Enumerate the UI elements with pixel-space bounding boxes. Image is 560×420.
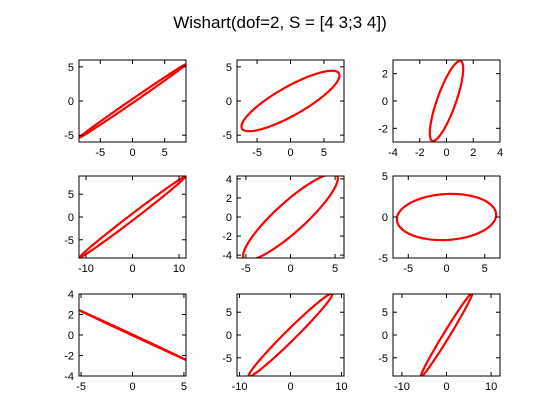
subplot-row-1-col-2: -5 0 5 -5 0 5 <box>222 59 345 159</box>
x-tick-label: -5 <box>95 147 105 159</box>
y-tick-label: 5 <box>68 62 74 74</box>
x-tick-label: 0 <box>129 263 135 275</box>
subplot-grid: -5 0 5-505-5 0 5-505-4 -2 0 2 4-202-10 0 10-505-5 0… <box>64 59 503 393</box>
ellipse-series-line <box>247 294 334 376</box>
y-tick-label: 5 <box>68 189 74 201</box>
x-tick-label: 0 <box>287 381 293 393</box>
x-tick-label: 0 <box>287 147 293 159</box>
ellipse-series-line <box>428 60 465 142</box>
ellipse-series-line <box>79 176 186 258</box>
y-tick-label: 2 <box>226 193 232 205</box>
x-tick-label: -5 <box>252 147 262 159</box>
x-tick-label: 10 <box>335 381 347 393</box>
x-tick-label: -4 <box>388 147 398 159</box>
x-tick-label: 5 <box>181 381 187 393</box>
x-tick-label: -2 <box>415 147 425 159</box>
x-tick-label: 5 <box>482 263 488 275</box>
subplot-row-1-col-3: -4 -2 0 2 4-202 <box>378 59 503 159</box>
y-tick-label: 5 <box>226 62 232 74</box>
x-tick-label: -5 <box>241 263 251 275</box>
y-tick-label: -5 <box>378 253 388 265</box>
subplot-row-2-col-1: -10 0 10 -5 0 5 <box>64 175 187 275</box>
ellipse-series-line <box>240 69 341 133</box>
y-tick-label: -5 <box>222 130 232 142</box>
subplot-row-3-col-3: -10 0 10 -5 0 5 <box>378 293 501 393</box>
x-tick-label: 0 <box>287 263 293 275</box>
y-tick-label: 5 <box>382 307 388 319</box>
subplot-row-1-col-1: -5 0 5 -5 0 5 <box>64 59 187 159</box>
y-tick-label: -4 <box>222 250 232 262</box>
y-tick-label: -5 <box>64 235 74 247</box>
y-tick-label: 0 <box>382 330 388 342</box>
x-tick-label: 5 <box>162 147 168 159</box>
y-tick-label: 0 <box>382 212 388 224</box>
x-tick-label: 0 <box>129 147 135 159</box>
y-tick-label: -5 <box>222 353 232 365</box>
x-tick-label: -10 <box>232 381 248 393</box>
x-tick-label: 0 <box>129 381 135 393</box>
y-tick-label: -2 <box>378 123 388 135</box>
ellipse-series-line <box>395 192 498 242</box>
ellipse-series-line <box>242 176 339 258</box>
x-tick-label: 0 <box>443 381 449 393</box>
y-tick-label: 5 <box>382 171 388 183</box>
y-tick-label: -4 <box>64 371 74 383</box>
x-tick-label: 10 <box>173 263 185 275</box>
y-tick-label: -2 <box>222 231 232 243</box>
x-tick-label: 0 <box>443 263 449 275</box>
ellipse-series-line <box>419 294 474 376</box>
y-tick-label: 0 <box>226 212 232 224</box>
subplot-row-3-col-1: -5 0 5 -4 -2 0 2 4 <box>64 289 187 393</box>
y-tick-label: 0 <box>68 330 74 342</box>
subplot-row-3-col-2: -10 0 10 -5 0 5 <box>222 293 348 393</box>
y-tick-label: 0 <box>68 96 74 108</box>
y-tick-label: 2 <box>382 69 388 81</box>
y-tick-label: 0 <box>382 96 388 108</box>
x-tick-label: -5 <box>403 263 413 275</box>
y-tick-label: 4 <box>68 289 74 301</box>
x-tick-label: -10 <box>394 381 410 393</box>
y-tick-label: 2 <box>68 310 74 322</box>
x-tick-label: 5 <box>332 263 338 275</box>
y-tick-label: 5 <box>226 307 232 319</box>
y-tick-label: 0 <box>226 96 232 108</box>
y-tick-label: -2 <box>64 351 74 363</box>
figure-title: Wishart(dof=2, S = [4 3;3 4]) <box>173 13 387 32</box>
ellipse-series-line <box>79 63 186 139</box>
x-tick-label: 4 <box>497 147 503 159</box>
y-tick-label: -5 <box>64 130 74 142</box>
x-tick-label: 2 <box>470 147 476 159</box>
x-tick-label: -5 <box>76 381 86 393</box>
x-tick-label: 5 <box>321 147 327 159</box>
y-tick-label: 0 <box>226 330 232 342</box>
subplot-row-2-col-3: -5 0 5 -5 0 5 <box>378 171 501 275</box>
subplot-row-2-col-2: -5 0 5 -4 -2 0 2 4 <box>222 174 345 275</box>
y-tick-label: -5 <box>378 353 388 365</box>
y-tick-label: 4 <box>226 174 232 186</box>
x-tick-label: -10 <box>78 263 94 275</box>
y-tick-label: 0 <box>68 212 74 224</box>
x-tick-label: 0 <box>443 147 449 159</box>
x-tick-label: 10 <box>485 381 497 393</box>
